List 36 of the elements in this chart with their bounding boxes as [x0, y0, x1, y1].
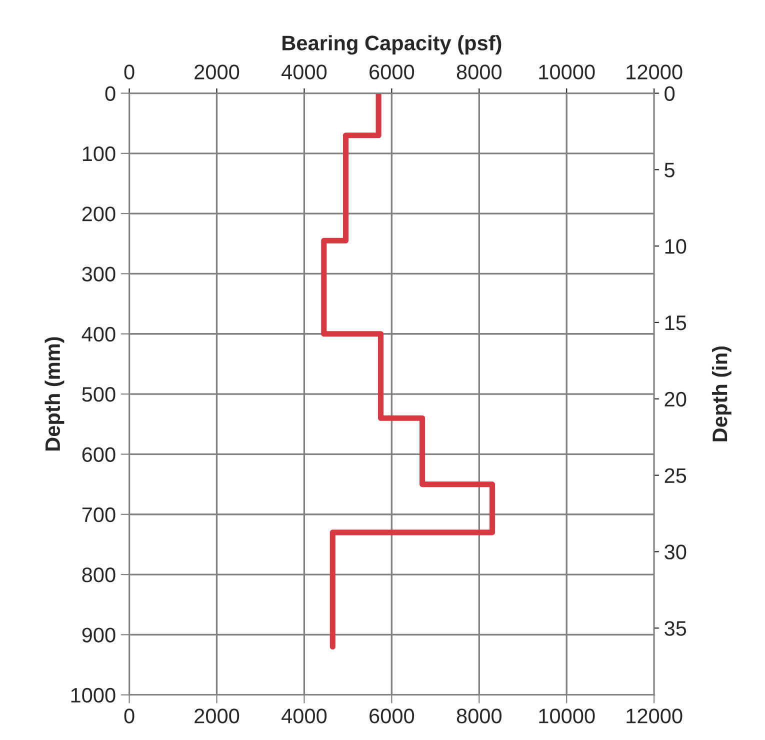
y-tick-label: 1000: [71, 688, 116, 703]
x-tick-label: 6000: [370, 708, 414, 724]
y2-tick-label: 5: [664, 162, 675, 178]
y-tick-label: 800: [82, 568, 116, 582]
y2-tick-label: 35: [664, 621, 686, 636]
x2-tick-label: 12000: [626, 64, 682, 80]
y2-tick-label: 30: [664, 544, 686, 560]
y-tick-label: 100: [82, 146, 116, 162]
y2-tick-label: 20: [664, 392, 686, 407]
x-tick-label: 10000: [539, 708, 595, 724]
x2-tick-label: 2000: [194, 64, 240, 80]
x-tick-label: 12000: [626, 708, 682, 724]
y-tick-label: 300: [82, 266, 116, 282]
x2-tick-label: 0: [124, 64, 134, 80]
x2-tick-label: 8000: [456, 64, 502, 80]
x2-tick-label: 10000: [539, 64, 595, 80]
x2-tick-label: 4000: [282, 64, 327, 80]
y2-tick-label: 0: [664, 86, 675, 101]
y-tick-label: 500: [82, 387, 116, 402]
y-tick-label: 0: [105, 86, 116, 101]
x2-axis-title: Bearing Capacity (psf): [282, 35, 502, 55]
x-tick-label: 8000: [456, 708, 502, 724]
y-tick-label: 700: [82, 507, 116, 522]
x-tick-label: 0: [124, 708, 134, 724]
y-tick-label: 600: [82, 447, 116, 462]
x-tick-label: 4000: [282, 708, 327, 724]
y-tick-label: 900: [82, 628, 116, 642]
y2-axis-title: Depth (in): [712, 346, 732, 442]
y2-tick-label: 10: [665, 239, 686, 254]
x-tick-label: 2000: [194, 708, 240, 724]
y-axis-title: Depth (mm): [44, 337, 64, 451]
y2-tick-label: 15: [665, 316, 686, 330]
x2-tick-label: 6000: [370, 64, 414, 80]
y-tick-label: 400: [82, 326, 116, 342]
y2-tick-label: 25: [664, 468, 686, 484]
y-tick-label: 200: [82, 206, 116, 222]
